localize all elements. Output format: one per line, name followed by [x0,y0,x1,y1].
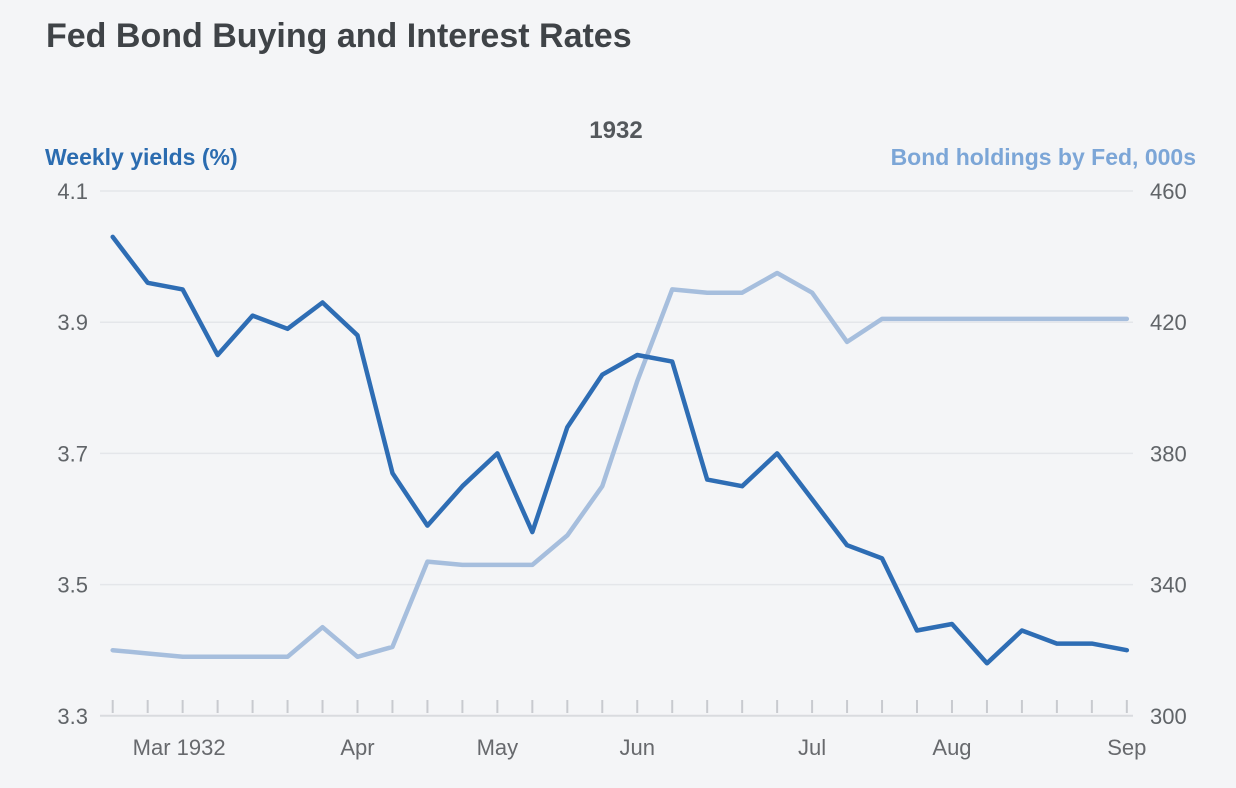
bond-holdings-line-series [110,270,1130,660]
right-axis-tick-label: 420 [1150,310,1187,335]
x-axis-month-labels: Mar 1932 Apr May Jun Jul Aug Sep [133,735,1147,760]
month-label: Sep [1107,735,1146,760]
left-axis-tick-label: 3.5 [57,573,88,598]
month-label: Apr [340,735,374,760]
month-label: Jun [620,735,655,760]
chart-title: Fed Bond Buying and Interest Rates [46,17,632,55]
right-axis-tick-label: 300 [1150,704,1187,729]
gridlines [100,190,1133,717]
right-axis-tick-label: 340 [1150,573,1187,598]
left-axis-title: Weekly yields (%) [45,144,238,170]
right-axis-tick-labels: 460 420 380 340 300 [1150,179,1187,729]
left-axis-tick-label: 3.9 [57,310,88,335]
x-axis-tick-marks [111,700,1128,713]
month-label: Mar 1932 [133,735,226,760]
chart-subtitle-year: 1932 [589,117,642,144]
left-axis-tick-label: 3.3 [57,704,88,729]
month-label: Jul [798,735,826,760]
left-axis-tick-labels: 4.1 3.9 3.7 3.5 3.3 [57,179,88,729]
left-axis-tick-label: 4.1 [57,179,88,204]
left-axis-tick-label: 3.7 [57,441,88,466]
right-axis-tick-label: 380 [1150,441,1187,466]
weekly-yields-line-series [110,234,1130,666]
month-label: May [477,735,519,760]
month-label: Aug [932,735,971,760]
right-axis-title: Bond holdings by Fed, 000s [891,144,1196,170]
right-axis-tick-label: 460 [1150,179,1187,204]
